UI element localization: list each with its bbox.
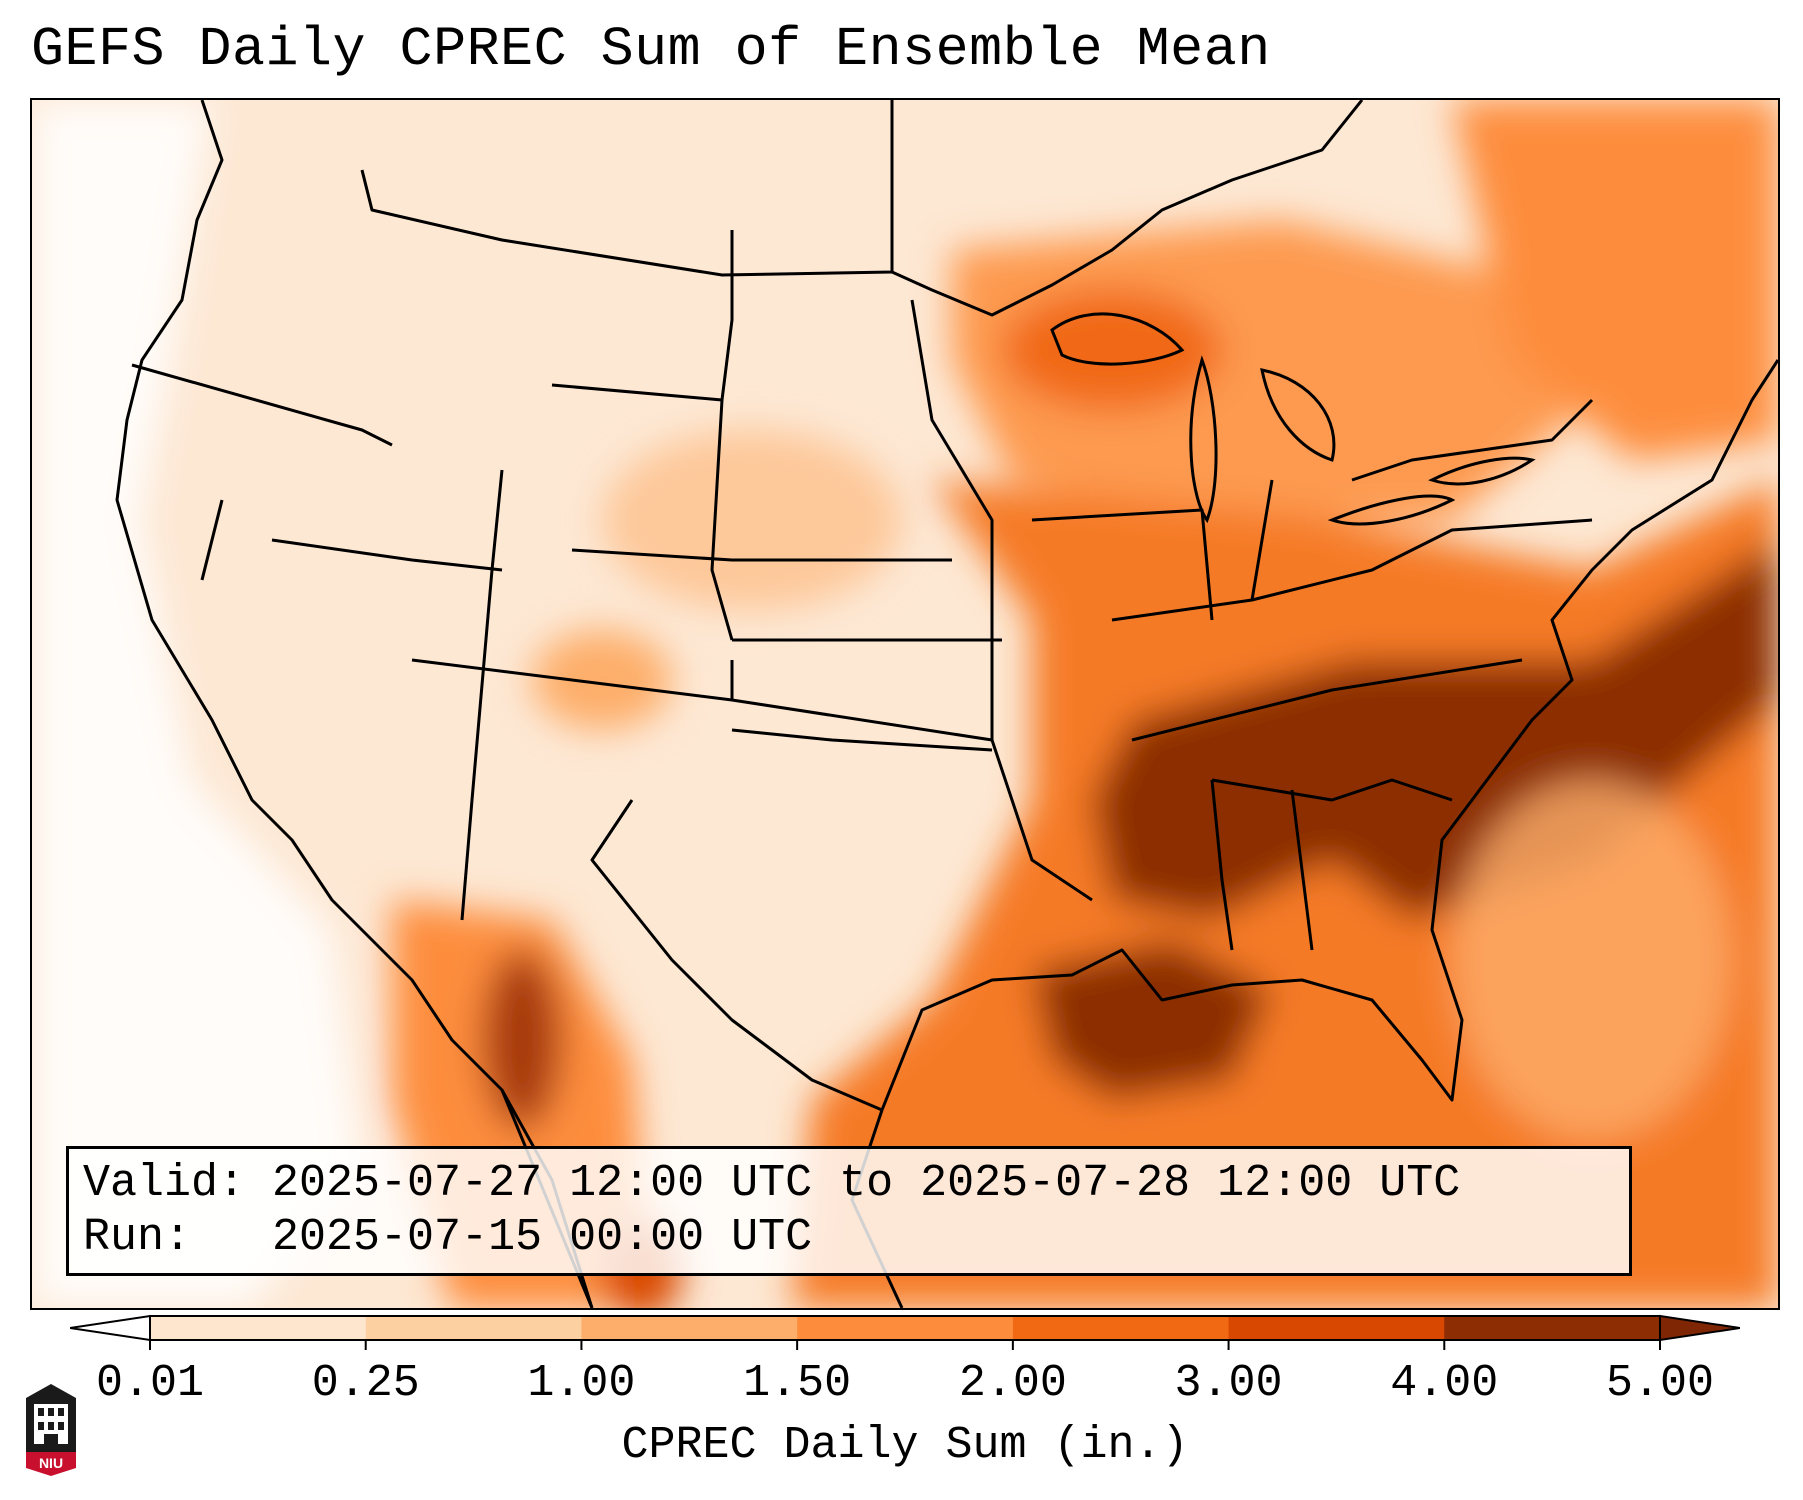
colorbar-tick-label: 3.00 [1174,1358,1283,1409]
niu-logo-icon: NIU [26,1384,76,1476]
colorbar-tick-label: 0.25 [311,1358,420,1409]
colorbar [70,1314,1740,1350]
colorbar-segment [1228,1316,1445,1340]
colorbar-tick-label: 2.00 [958,1358,1067,1409]
colorbar-tick-label: 4.00 [1390,1358,1499,1409]
valid-time-text: Valid: 2025-07-27 12:00 UTC to 2025-07-2… [83,1158,1461,1209]
valid-run-info-box: Valid: 2025-07-27 12:00 UTC to 2025-07-2… [66,1146,1632,1276]
run-time-text: Run: 2025-07-15 00:00 UTC [83,1212,813,1263]
colorbar-frame [149,1315,1661,1341]
colorbar-tick-label: 5.00 [1605,1358,1715,1409]
colorbar-segment [150,1316,367,1340]
logo-text: NIU [39,1455,63,1471]
precip-field [32,100,1778,1308]
colorbar-segment [365,1316,582,1340]
precipitation-map [30,98,1780,1310]
colorbar-segment [581,1316,798,1340]
colorbar-segments [150,1316,1661,1340]
colorbar-segment [797,1316,1014,1340]
great-lakes-outline [1050,312,1536,526]
map-canvas [32,100,1778,1308]
colorbar-under-triangle [70,1314,151,1342]
colorbar-over-triangle [1659,1314,1740,1342]
colorbar-label: CPREC Daily Sum (in.) [621,1420,1189,1471]
colorbar-segment [1012,1316,1230,1340]
colorbar-tick-label: 1.00 [527,1358,636,1409]
colorbar-ticks [149,1340,1661,1350]
colorbar-segment [1444,1316,1661,1340]
map-title: GEFS Daily CPREC Sum of Ensemble Mean [31,18,1271,81]
colorbar-tick-label: 1.50 [743,1358,852,1409]
colorbar-tick-label: 0.01 [95,1358,205,1409]
